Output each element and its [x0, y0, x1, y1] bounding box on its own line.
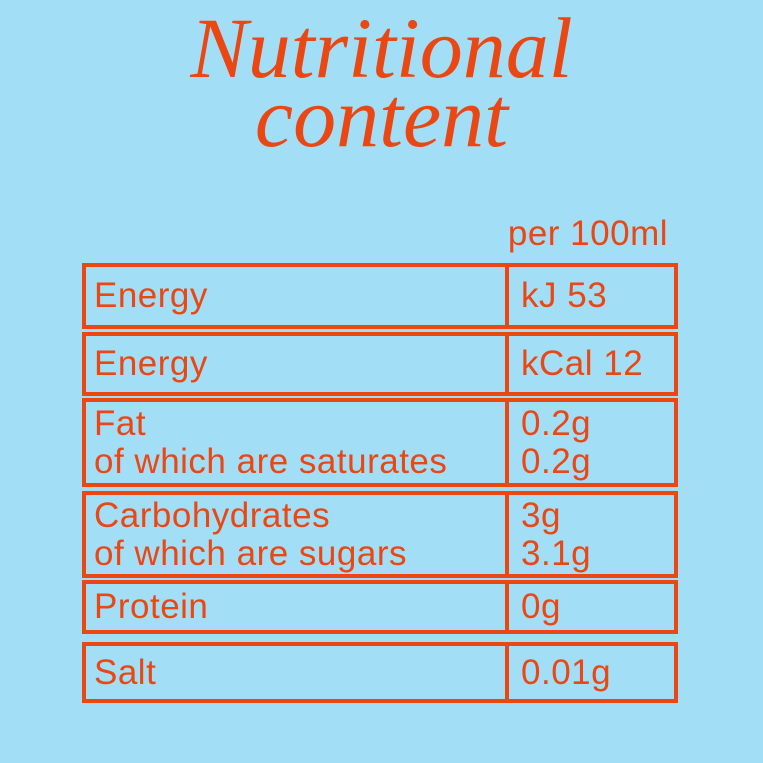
nutrition-table: Energy kJ 53 Energy kCal 12 Fat of which are … — [82, 263, 678, 703]
nutrient-value-cell: 0g — [509, 584, 674, 630]
nutrient-label-cell: Energy — [86, 267, 509, 325]
table-row: Energy kJ 53 — [82, 263, 678, 329]
unit-header: per 100ml — [507, 214, 668, 253]
nutrient-value-line: 0g — [521, 587, 561, 626]
page-title-line-1: Nutritional — [190, 0, 573, 96]
nutrient-label-line: of which are sugars — [94, 533, 407, 573]
table-row: Energy kCal 12 — [82, 332, 678, 396]
nutrient-value-line: 0.01g — [521, 652, 612, 692]
nutrient-value-line: kCal 12 — [521, 344, 644, 383]
nutrient-label-cell: Protein — [86, 584, 509, 630]
nutrient-label-line: Carbohydrates — [94, 495, 331, 535]
table-row: Protein 0g — [82, 580, 678, 634]
nutrient-label-cell: Carbohydrates of which are sugars — [86, 495, 509, 574]
nutrient-value-line: 0.2g — [521, 403, 592, 443]
nutrient-value-line: 0.2g — [521, 441, 592, 481]
page-title: Nutritional content — [0, 0, 763, 165]
page-title-line-2: content — [254, 69, 509, 165]
nutrient-label-cell: Salt — [86, 646, 509, 699]
nutrient-value-cell: 0.01g — [509, 646, 674, 699]
table-row: Carbohydrates of which are sugars 3g 3.1g — [82, 491, 678, 578]
nutrient-value-line: 3.1g — [521, 533, 592, 573]
nutrient-label-line: Protein — [94, 587, 209, 626]
nutrient-label-line: Fat — [94, 403, 147, 443]
nutrient-value-cell: 3g 3.1g — [509, 495, 674, 574]
table-row: Fat of which are saturates 0.2g 0.2g — [82, 398, 678, 487]
nutrient-value-cell: kJ 53 — [509, 267, 674, 325]
nutrient-label-line: Energy — [94, 344, 208, 383]
nutrient-value-cell: kCal 12 — [509, 336, 674, 392]
nutrient-label-line: of which are saturates — [94, 441, 448, 481]
nutrient-value-line: 3g — [521, 495, 561, 535]
nutrient-value-line: kJ 53 — [521, 276, 608, 315]
nutrient-label-cell: Fat of which are saturates — [86, 402, 509, 483]
nutrient-value-cell: 0.2g 0.2g — [509, 402, 674, 483]
nutrient-label-line: Salt — [94, 652, 157, 692]
table-row: Salt 0.01g — [82, 642, 678, 703]
nutrient-label-line: Energy — [94, 276, 208, 315]
nutrient-label-cell: Energy — [86, 336, 509, 392]
